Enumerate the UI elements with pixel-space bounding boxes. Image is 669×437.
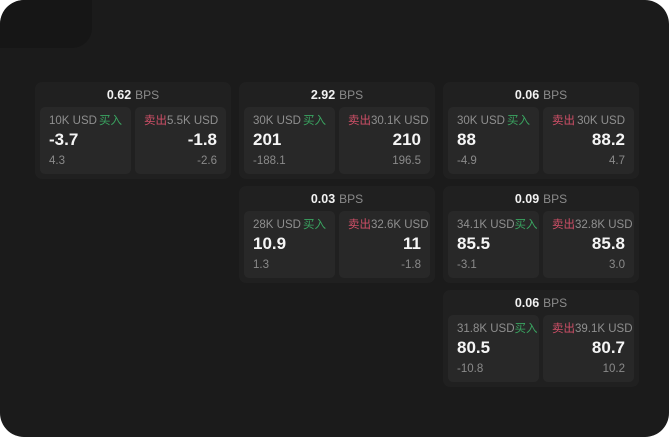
sell-side-label: 卖出 bbox=[348, 115, 371, 127]
buy-delta: 4.3 bbox=[49, 155, 65, 167]
spread-bps-unit: BPS bbox=[543, 87, 568, 102]
spread-bps-unit: BPS bbox=[543, 295, 568, 310]
sell-delta: 10.2 bbox=[602, 363, 625, 375]
sell-pane[interactable]: 卖出 30K USD 88.2 4.7 bbox=[543, 107, 634, 174]
spread-header: 0.06 BPS bbox=[448, 82, 634, 107]
buy-side-label: 买入 bbox=[303, 115, 326, 127]
quote-cards-grid: 0.62 BPS 10K USD 买入 -3.7 4.3 卖出 5.5K USD bbox=[35, 82, 639, 387]
buy-amount: 30K USD bbox=[253, 115, 301, 127]
quote-card: 0.03 BPS 28K USD 买入 10.9 1.3 卖出 32.6K US… bbox=[239, 186, 435, 283]
sell-delta: 3.0 bbox=[609, 259, 625, 271]
sell-price: 85.8 bbox=[591, 234, 625, 253]
spread-bps-value: 0.09 bbox=[514, 191, 540, 206]
sell-price: 88.2 bbox=[591, 130, 625, 149]
sell-price: 80.7 bbox=[591, 338, 625, 357]
buy-pane[interactable]: 30K USD 买入 201 -188.1 bbox=[244, 107, 335, 174]
buy-price: 201 bbox=[253, 130, 282, 149]
sell-side-label: 卖出 bbox=[348, 219, 371, 231]
buy-side-label: 买入 bbox=[303, 219, 326, 231]
spread-bps-value: 2.92 bbox=[310, 87, 336, 102]
buy-price: 85.5 bbox=[457, 234, 491, 253]
spread-bps-unit: BPS bbox=[339, 87, 364, 102]
buy-amount: 28K USD bbox=[253, 219, 301, 231]
top-left-shade bbox=[0, 0, 92, 48]
sell-price: 11 bbox=[403, 234, 421, 253]
buy-price: 10.9 bbox=[253, 234, 287, 253]
buy-pane[interactable]: 28K USD 买入 10.9 1.3 bbox=[244, 211, 335, 278]
spread-bps-value: 0.06 bbox=[514, 87, 540, 102]
buy-delta: -10.8 bbox=[457, 363, 484, 375]
buy-delta: -3.1 bbox=[457, 259, 477, 271]
buy-price: 80.5 bbox=[457, 338, 491, 357]
sell-price: 210 bbox=[392, 130, 421, 149]
buy-amount: 31.8K USD bbox=[457, 323, 515, 335]
spread-header: 0.03 BPS bbox=[244, 186, 430, 211]
sell-delta: -1.8 bbox=[401, 259, 421, 271]
spread-bps-unit: BPS bbox=[339, 191, 364, 206]
quote-card: 0.62 BPS 10K USD 买入 -3.7 4.3 卖出 5.5K USD bbox=[35, 82, 231, 179]
buy-pane[interactable]: 10K USD 买入 -3.7 4.3 bbox=[40, 107, 131, 174]
spread-header: 0.62 BPS bbox=[40, 82, 226, 107]
buy-price: -3.7 bbox=[49, 130, 79, 149]
quote-card: 2.92 BPS 30K USD 买入 201 -188.1 卖出 30.1K … bbox=[239, 82, 435, 179]
sell-price: -1.8 bbox=[187, 130, 217, 149]
spread-header: 0.09 BPS bbox=[448, 186, 634, 211]
buy-side-label: 买入 bbox=[99, 115, 122, 127]
spread-bps-value: 0.62 bbox=[106, 87, 132, 102]
buy-pane[interactable]: 31.8K USD 买入 80.5 -10.8 bbox=[448, 315, 539, 382]
sell-side-label: 卖出 bbox=[144, 115, 167, 127]
buy-side-label: 买入 bbox=[507, 115, 530, 127]
buy-amount: 10K USD bbox=[49, 115, 97, 127]
buy-side-label: 买入 bbox=[514, 323, 538, 335]
sell-pane[interactable]: 卖出 30.1K USD 210 196.5 bbox=[339, 107, 430, 174]
sell-amount: 5.5K USD bbox=[167, 115, 219, 127]
sell-side-label: 卖出 bbox=[552, 323, 575, 335]
spread-header: 0.06 BPS bbox=[448, 290, 634, 315]
sell-pane[interactable]: 卖出 32.8K USD 85.8 3.0 bbox=[543, 211, 634, 278]
sell-amount: 32.6K USD bbox=[371, 219, 429, 231]
sell-amount: 30.1K USD bbox=[371, 115, 429, 127]
sell-delta: 196.5 bbox=[392, 155, 421, 167]
quote-card: 0.06 BPS 31.8K USD 买入 80.5 -10.8 卖出 39.1… bbox=[443, 290, 639, 387]
sell-side-label: 卖出 bbox=[552, 219, 575, 231]
sell-pane[interactable]: 卖出 39.1K USD 80.7 10.2 bbox=[543, 315, 634, 382]
sell-side-label: 卖出 bbox=[552, 115, 575, 127]
buy-side-label: 买入 bbox=[514, 219, 538, 231]
sell-amount: 32.8K USD bbox=[575, 219, 633, 231]
buy-pane[interactable]: 34.1K USD 买入 85.5 -3.1 bbox=[448, 211, 539, 278]
buy-pane[interactable]: 30K USD 买入 88 -4.9 bbox=[448, 107, 539, 174]
sell-delta: -2.6 bbox=[197, 155, 217, 167]
sell-delta: 4.7 bbox=[609, 155, 625, 167]
quote-card: 0.09 BPS 34.1K USD 买入 85.5 -3.1 卖出 32.8K… bbox=[443, 186, 639, 283]
buy-amount: 30K USD bbox=[457, 115, 505, 127]
spread-bps-value: 0.06 bbox=[514, 295, 540, 310]
buy-delta: 1.3 bbox=[253, 259, 269, 271]
sell-amount: 30K USD bbox=[577, 115, 625, 127]
spread-bps-value: 0.03 bbox=[310, 191, 336, 206]
buy-price: 88 bbox=[457, 130, 476, 149]
spread-bps-unit: BPS bbox=[543, 191, 568, 206]
buy-delta: -4.9 bbox=[457, 155, 477, 167]
spread-bps-unit: BPS bbox=[135, 87, 160, 102]
sell-pane[interactable]: 卖出 32.6K USD 11 -1.8 bbox=[339, 211, 430, 278]
spread-header: 2.92 BPS bbox=[244, 82, 430, 107]
buy-delta: -188.1 bbox=[253, 155, 286, 167]
sell-pane[interactable]: 卖出 5.5K USD -1.8 -2.6 bbox=[135, 107, 226, 174]
buy-amount: 34.1K USD bbox=[457, 219, 515, 231]
sell-amount: 39.1K USD bbox=[575, 323, 633, 335]
quote-card: 0.06 BPS 30K USD 买入 88 -4.9 卖出 30K USD bbox=[443, 82, 639, 179]
